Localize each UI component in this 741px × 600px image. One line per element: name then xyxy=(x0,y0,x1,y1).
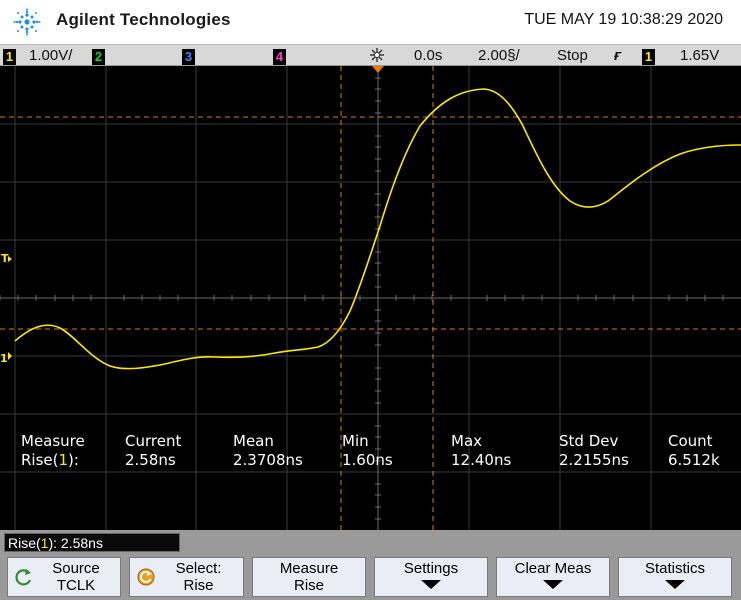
clear-meas-softkey[interactable]: Clear Meas xyxy=(496,557,610,597)
measure-label: Measure xyxy=(279,560,339,577)
clear-meas-label: Clear Meas xyxy=(514,560,592,577)
brand-name: Agilent Technologies xyxy=(56,10,231,29)
channel4-badge: 4 xyxy=(273,49,286,65)
channel1-scale: 1.00V/ xyxy=(29,47,73,64)
stats-min-header: Min xyxy=(342,432,369,450)
trigger-channel-badge: 1 xyxy=(642,49,655,65)
rise-readout-channel: 1 xyxy=(40,535,49,551)
stats-max-column: Max 12.40ns xyxy=(451,432,511,470)
stats-label-column: Measure Rise(1): xyxy=(21,432,85,470)
trigger-level: 1.65V xyxy=(680,47,720,64)
statistics-softkey[interactable]: Statistics xyxy=(618,557,732,597)
submenu-arrow-icon xyxy=(665,580,685,589)
statistics-label: Statistics xyxy=(644,560,705,577)
waveform-display[interactable]: T 1 Measure Rise(1): Current 2.58ns Mean… xyxy=(0,66,741,530)
timebase-scale: 2.00§/ xyxy=(478,47,520,64)
status-line: 1 1.00V/ 2 3 4 0.0s 2.00§/ Stop ғ 1 1.65… xyxy=(0,44,741,66)
stats-stddev-value: 2.2155ns xyxy=(559,451,629,469)
stats-mean-value: 2.3708ns xyxy=(233,451,303,469)
rise-readout-value: ): 2.58ns xyxy=(48,535,103,551)
stats-count-header: Count xyxy=(668,432,713,450)
stats-current-column: Current 2.58ns xyxy=(125,432,181,470)
run-state: Stop xyxy=(557,47,588,64)
stats-stddev-column: Std Dev 2.2155ns xyxy=(559,432,629,470)
stats-max-value: 12.40ns xyxy=(451,451,512,469)
stats-measure-header: Measure xyxy=(21,432,85,450)
datetime-display: TUE MAY 19 10:38:29 2020 xyxy=(524,11,723,28)
rise-readout: Rise(1): 2.58ns xyxy=(4,533,180,552)
stats-count-value: 6.512k xyxy=(668,451,720,469)
rising-edge-trigger-icon: ғ xyxy=(614,47,622,64)
settings-softkey[interactable]: Settings xyxy=(374,557,488,597)
channel3-badge: 3 xyxy=(182,49,195,65)
stats-rise-label: Rise(1): xyxy=(21,451,85,470)
measure-softkey[interactable]: Measure Rise xyxy=(252,557,366,597)
stats-max-header: Max xyxy=(451,432,483,450)
header-bar: Agilent Technologies TUE MAY 19 10:38:29… xyxy=(0,0,741,44)
rise-label-suffix: ): xyxy=(68,451,79,469)
agilent-spark-logo-icon xyxy=(13,8,41,36)
trigger-sparkle-icon xyxy=(368,47,386,67)
settings-label: Settings xyxy=(403,560,459,577)
source-label: Source xyxy=(52,560,100,577)
source-value: TCLK xyxy=(56,577,96,594)
stats-min-column: Min 1.60ns xyxy=(342,432,393,470)
rise-label-channel: 1 xyxy=(58,451,69,469)
measurement-cursors xyxy=(0,66,741,530)
channel1-ground-marker: 1 xyxy=(0,352,8,365)
graticule-and-trace: T 1 xyxy=(0,66,741,530)
select-label: Select: xyxy=(175,560,222,577)
rise-readout-prefix: Rise( xyxy=(8,535,41,551)
rotate-knob-icon xyxy=(15,569,32,586)
measure-value: Rise xyxy=(293,577,324,594)
channel1-waveform-trace xyxy=(14,88,741,370)
stats-current-value: 2.58ns xyxy=(125,451,176,469)
softkey-bar: Rise(1): 2.58ns Source TCLK Select: Rise M… xyxy=(0,530,741,600)
stats-stddev-header: Std Dev xyxy=(559,432,619,450)
channel1-badge: 1 xyxy=(3,49,16,65)
trigger-position-marker xyxy=(372,66,384,73)
entry-knob-icon xyxy=(137,568,155,586)
select-value: Rise xyxy=(183,577,214,594)
stats-min-value: 1.60ns xyxy=(342,451,393,469)
channel2-badge: 2 xyxy=(92,49,105,65)
source-softkey[interactable]: Source TCLK xyxy=(7,557,121,597)
center-axis-ticks xyxy=(0,77,724,520)
submenu-arrow-icon xyxy=(421,580,441,589)
trigger-level-marker: T xyxy=(1,252,9,265)
stats-count-column: Count 6.512k xyxy=(668,432,720,470)
rise-label-text: Rise( xyxy=(21,451,59,469)
stats-current-header: Current xyxy=(125,432,182,450)
submenu-arrow-icon xyxy=(543,580,563,589)
stats-mean-column: Mean 2.3708ns xyxy=(233,432,303,470)
select-softkey[interactable]: Select: Rise xyxy=(129,557,244,597)
horizontal-delay: 0.0s xyxy=(414,47,443,64)
stats-mean-header: Mean xyxy=(233,432,274,450)
